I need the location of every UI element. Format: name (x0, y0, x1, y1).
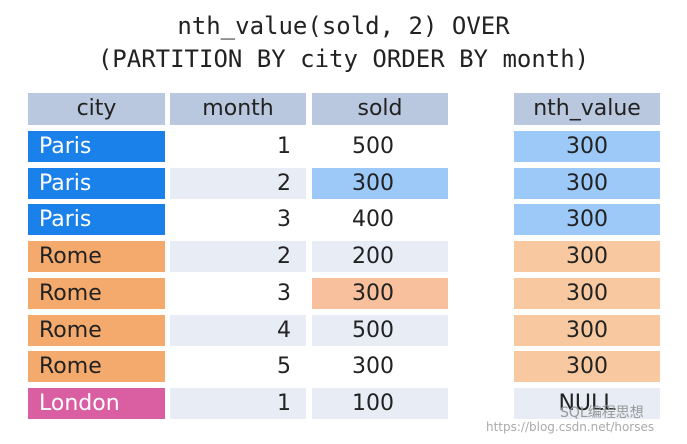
watermark-brand: SQL编程思想 (560, 405, 644, 421)
month-cell: 1 (170, 131, 306, 162)
month-cell: 2 (170, 241, 306, 273)
column-header: sold (312, 93, 448, 125)
title-line: (PARTITION BY city ORDER BY month) (97, 45, 590, 73)
result-cell: 300 (514, 351, 660, 383)
city-cell: Rome (28, 314, 165, 346)
result-cell: 300 (514, 131, 660, 162)
sold-cell: 500 (312, 131, 448, 162)
column-header: month (170, 93, 306, 125)
city-cell: Paris (28, 131, 165, 162)
city-cell: Rome (28, 277, 165, 309)
result-cell: NULL (514, 387, 660, 419)
month-cell: 4 (170, 314, 306, 346)
month-cell: 3 (170, 204, 306, 236)
city-cell: Paris (28, 204, 165, 236)
result-cell: 300 (514, 241, 660, 273)
city-cell: Rome (28, 241, 165, 273)
result-cell: 300 (514, 204, 660, 236)
month-cell: 3 (170, 277, 306, 309)
column-header: city (28, 93, 165, 125)
month-cell: 5 (170, 351, 306, 383)
watermark-url: https://blog.csdn.net/horses (486, 420, 655, 434)
sold-cell: 200 (312, 241, 448, 273)
sold-cell: 100 (312, 387, 448, 419)
month-cell: 2 (170, 167, 306, 199)
column-header: nth_value (514, 93, 660, 125)
sold-cell: 500 (312, 314, 448, 346)
city-cell: London (28, 387, 165, 419)
sold-cell: 300 (312, 167, 448, 199)
city-cell: Paris (28, 167, 165, 199)
month-cell: 1 (170, 387, 306, 419)
result-cell: 300 (514, 314, 660, 346)
sold-cell: 400 (312, 204, 448, 236)
result-cell: 300 (514, 167, 660, 199)
sold-cell: 300 (312, 277, 448, 309)
sold-cell: 300 (312, 351, 448, 383)
city-cell: Rome (28, 351, 165, 383)
result-cell: 300 (514, 277, 660, 309)
title-line: nth_value(sold, 2) OVER (177, 12, 510, 40)
